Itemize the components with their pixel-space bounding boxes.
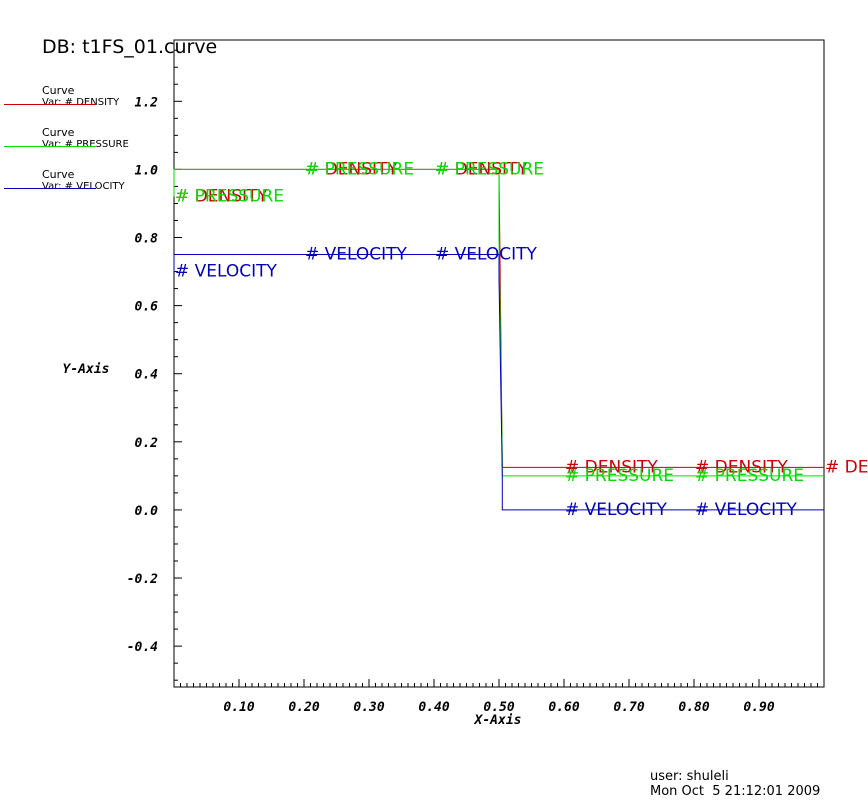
y-tick-label: 0.6 (135, 300, 159, 315)
legend-var-label: Var: # PRESSURE (42, 139, 129, 150)
series-data-label: # DENSITY (175, 187, 268, 207)
series-data-label: # PRESSURE (175, 187, 284, 207)
y-axis-label: Y-Axis (63, 362, 110, 377)
y-tick-label: 1.2 (135, 95, 159, 110)
footer-user: user: shuleli (650, 769, 729, 784)
series-data-label: # VELOCITY (305, 245, 408, 265)
y-tick-marks (174, 49, 182, 681)
x-tick-label: 0.60 (548, 700, 579, 715)
series-data-label: # PRESSURE (695, 466, 804, 486)
legend-entry-pressure: Curve Var: # PRESSURE (4, 126, 144, 166)
y-tick-label: -0.4 (127, 640, 158, 655)
y-tick-label: 1.0 (135, 163, 159, 178)
legend-type-label: Curve (42, 126, 75, 139)
y-tick-label: 0.2 (135, 436, 159, 451)
legend-var-label: Var: # VELOCITY (42, 181, 125, 192)
x-tick-label: 0.40 (418, 700, 449, 715)
series-data-label: # DENSITY (435, 159, 528, 179)
y-tick-label: 0.8 (135, 232, 159, 247)
legend-swatch-velocity (4, 188, 96, 189)
db-title: DB: t1FS_01.curve (42, 36, 218, 58)
y-tick-labels: -0.4 -0.2 0.0 0.2 0.4 0.6 0.8 1.0 1.2 (127, 95, 158, 655)
footer-info: user: shuleli Mon Oct 5 21:12:01 2009 (650, 769, 820, 799)
series-data-label: # VELOCITY (175, 262, 278, 282)
x-axis-label: X-Axis (474, 713, 522, 728)
legend-var-label: Var: # DENSITY (42, 97, 120, 108)
x-tick-marks (180, 679, 818, 687)
series-data-label: # VELOCITY (565, 500, 668, 520)
series-data-label: # PRESSURE (565, 466, 674, 486)
legend-swatch-density (4, 104, 96, 105)
series-lines (173, 168, 824, 511)
series-data-label: # PRESSURE (435, 159, 544, 179)
series-data-label: # DENSITY (305, 159, 398, 179)
series-data-label: # PRESSURE (305, 159, 414, 179)
y-tick-label: 0.0 (135, 504, 159, 519)
series-labels: # DENSITY # DENSITY # DENSITY # DENSITY # DE… (175, 159, 868, 520)
legend-type-label: Curve (42, 84, 75, 97)
y-tick-label: -0.2 (127, 572, 158, 587)
x-tick-label: 0.20 (288, 700, 319, 715)
series-line (173, 168, 824, 477)
series-line (173, 254, 824, 511)
footer-date: Mon Oct 5 21:12:01 2009 (650, 784, 821, 799)
plot-frame (173, 39, 825, 688)
legend-type-label: Curve (42, 168, 75, 181)
series-data-label: # DENSITY (565, 457, 658, 477)
legend-swatch-pressure (4, 146, 96, 147)
x-tick-label: 0.90 (743, 700, 774, 715)
x-tick-label: 0.10 (223, 700, 254, 715)
x-tick-label: 0.30 (353, 700, 384, 715)
x-tick-label: 0.50 (483, 700, 514, 715)
legend-entry-velocity: Curve Var: # VELOCITY (4, 168, 144, 208)
series-data-label: # VELOCITY (695, 500, 798, 520)
x-tick-label: 0.80 (678, 700, 709, 715)
x-tick-labels: 0.10 0.20 0.30 0.40 0.50 0.60 0.70 0.80 0.90 (223, 700, 774, 715)
legend-entry-density: Curve Var: # DENSITY (4, 84, 144, 124)
series-data-label: # DENSITY (825, 457, 868, 477)
series-data-label: # DENSITY (695, 457, 788, 477)
series-data-label: # VELOCITY (435, 245, 538, 265)
x-tick-label: 0.70 (613, 700, 644, 715)
y-tick-label: 0.4 (135, 368, 159, 383)
